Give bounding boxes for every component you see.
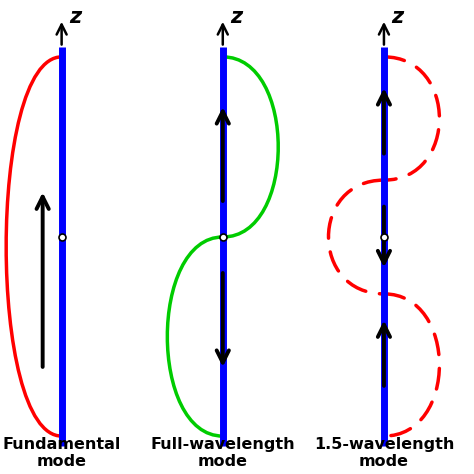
- Text: Fundamental
mode: Fundamental mode: [2, 437, 121, 469]
- Text: z: z: [69, 7, 81, 27]
- Text: z: z: [391, 7, 403, 27]
- Text: z: z: [230, 7, 242, 27]
- Text: 1.5-wavelength
mode: 1.5-wavelength mode: [314, 437, 454, 469]
- Text: Full-wavelength
mode: Full-wavelength mode: [150, 437, 295, 469]
